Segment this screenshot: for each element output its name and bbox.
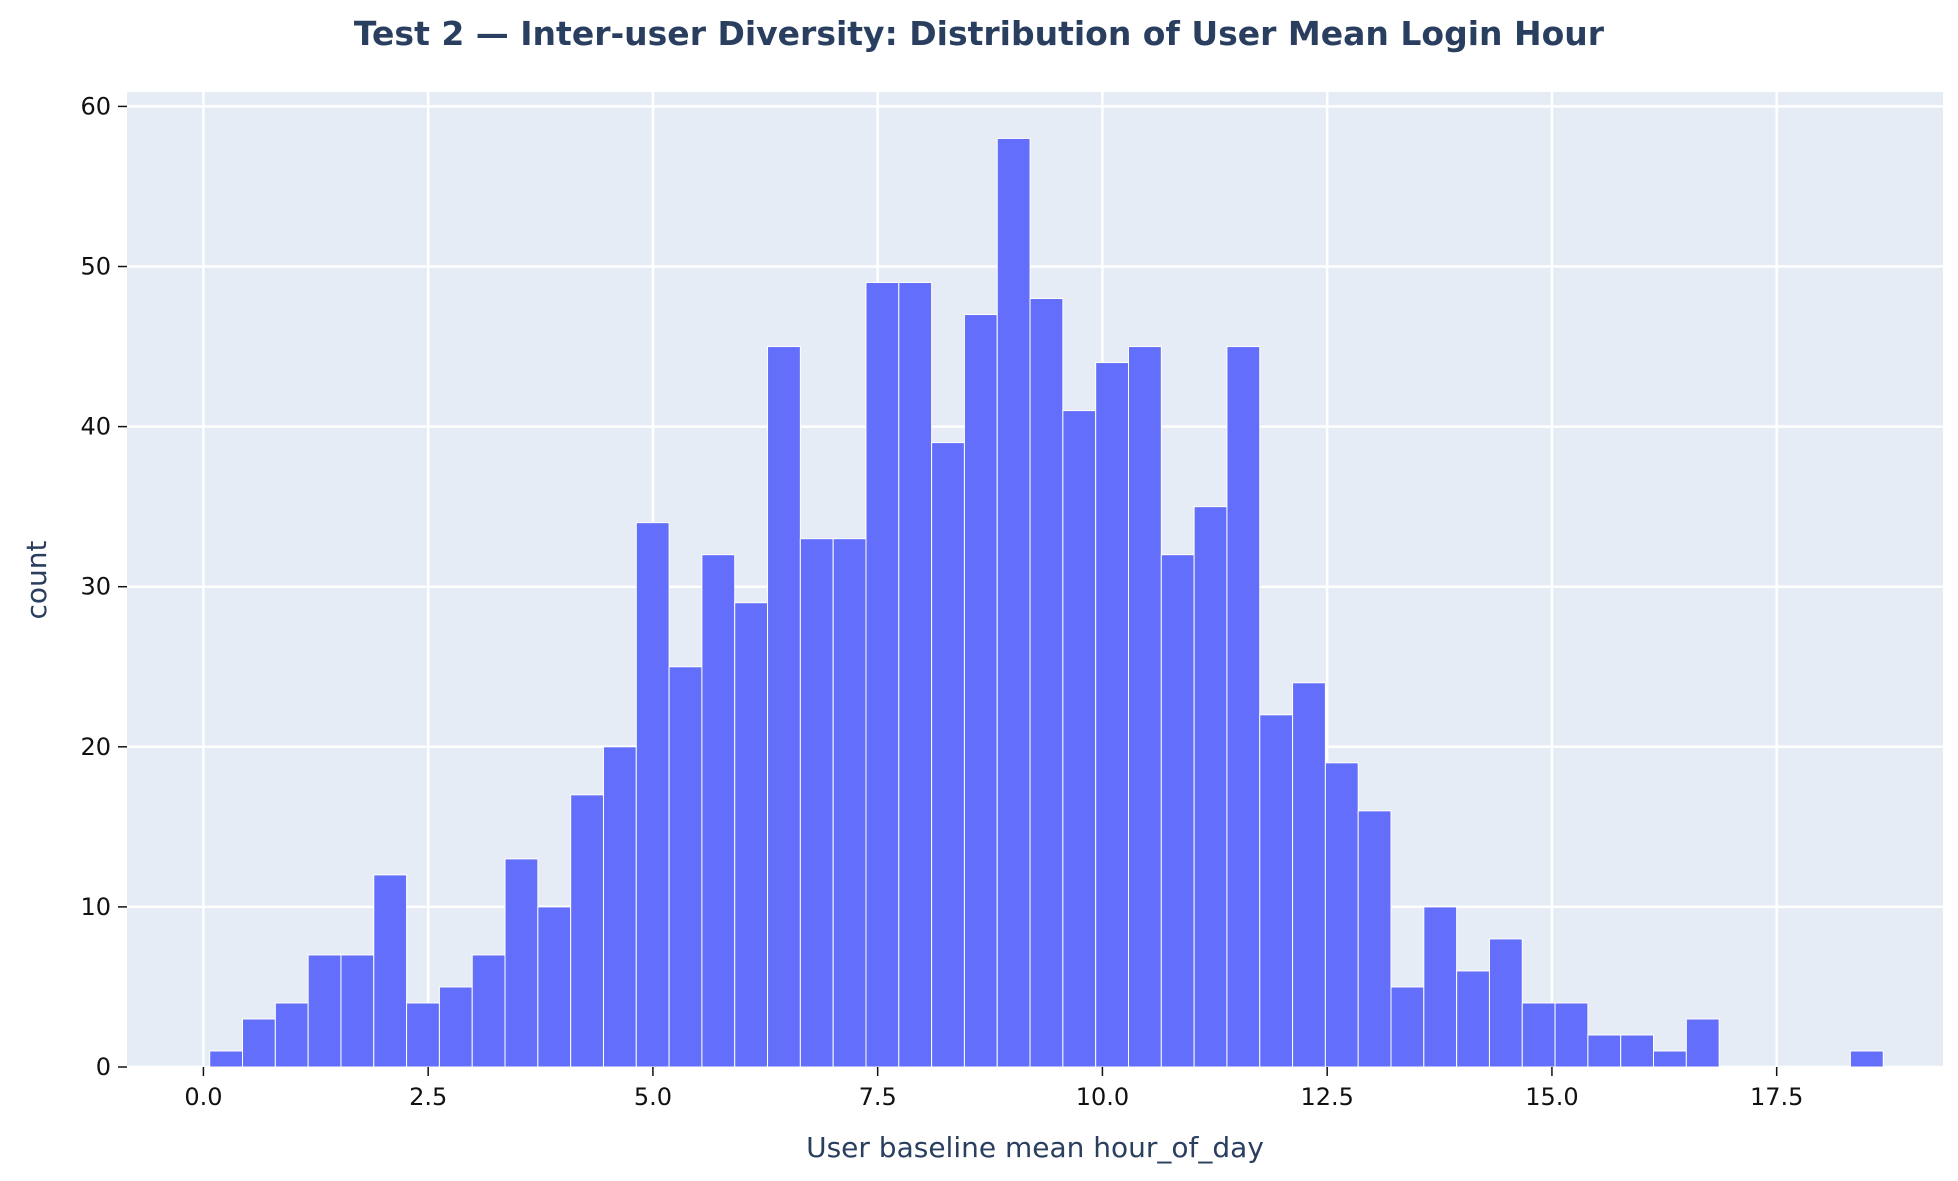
histogram-bar <box>1127 346 1162 1068</box>
x-tick-label: 17.5 <box>1750 1083 1803 1111</box>
histogram-bar <box>1390 986 1425 1068</box>
histogram-bar <box>734 602 769 1068</box>
histogram-bar <box>701 554 736 1068</box>
histogram-bar <box>1587 1034 1622 1068</box>
histogram-bar <box>1423 906 1458 1068</box>
histogram-bar <box>1620 1034 1655 1068</box>
y-tick-label: 50 <box>80 253 111 281</box>
histogram-bar <box>799 538 834 1068</box>
histogram-bar <box>1259 714 1294 1068</box>
histogram-bar <box>1062 410 1097 1068</box>
x-tick-label: 12.5 <box>1300 1083 1353 1111</box>
histogram-bar <box>471 954 506 1068</box>
x-axis-label: User baseline mean hour_of_day <box>806 1131 1264 1164</box>
histogram-bar <box>307 954 342 1068</box>
histogram-bar <box>1095 362 1129 1068</box>
histogram-bar <box>1653 1050 1687 1068</box>
histogram-bar <box>1488 938 1523 1068</box>
x-tick-label: 15.0 <box>1525 1083 1578 1111</box>
x-tick-label: 5.0 <box>634 1083 672 1111</box>
x-tick-label: 2.5 <box>409 1083 447 1111</box>
histogram-bar <box>1554 1002 1589 1068</box>
histogram-bar <box>1849 1050 1884 1068</box>
y-axis-ticks: 0 10 20 30 40 50 60 <box>80 92 127 1081</box>
histogram-bar <box>832 538 867 1068</box>
x-axis-ticks: 0.0 2.5 5.0 7.5 10.0 12.5 15.0 17.5 <box>184 1067 1803 1111</box>
histogram-bar <box>438 986 473 1068</box>
histogram-bar <box>1193 506 1228 1068</box>
y-tick-label: 40 <box>80 413 111 441</box>
x-tick-label: 7.5 <box>859 1083 897 1111</box>
y-tick-label: 0 <box>96 1053 111 1081</box>
histogram-bar <box>865 282 900 1068</box>
y-axis-label: count <box>20 540 53 619</box>
histogram-bar <box>340 954 375 1068</box>
histogram-bar <box>1324 762 1359 1068</box>
histogram-bar <box>1292 682 1326 1068</box>
x-tick-label: 0.0 <box>184 1083 222 1111</box>
histogram-bar <box>1521 1002 1556 1068</box>
histogram-bar <box>1226 346 1261 1068</box>
histogram-bar <box>537 906 572 1068</box>
y-tick-label: 60 <box>80 92 111 120</box>
histogram-bar <box>635 522 670 1068</box>
histogram-bar <box>963 314 998 1068</box>
histogram-bar <box>668 666 703 1068</box>
chart-title: Test 2 — Inter-user Diversity: Distribut… <box>353 14 1605 53</box>
histogram-bar <box>1357 810 1392 1068</box>
histogram-bar <box>242 1018 276 1068</box>
y-tick-label: 30 <box>80 573 111 601</box>
histogram-bar <box>504 858 539 1068</box>
histogram-bar <box>406 1002 440 1068</box>
histogram-bar <box>373 874 408 1068</box>
histogram-bar <box>996 137 1031 1068</box>
histogram-bar <box>1029 298 1064 1068</box>
histogram-bar <box>898 282 933 1068</box>
x-tick-label: 10.0 <box>1076 1083 1129 1111</box>
histogram-bar <box>570 794 604 1068</box>
histogram-bar <box>1456 970 1490 1068</box>
y-tick-label: 20 <box>80 733 111 761</box>
y-tick-label: 10 <box>80 893 111 921</box>
histogram-bar <box>767 346 801 1068</box>
histogram-bar <box>1685 1018 1720 1068</box>
histogram-bar <box>274 1002 309 1068</box>
histogram-bar <box>602 746 637 1068</box>
histogram-bar <box>1160 554 1195 1068</box>
bars <box>209 137 1884 1068</box>
histogram-bar <box>931 442 965 1068</box>
histogram-bar <box>209 1050 244 1068</box>
